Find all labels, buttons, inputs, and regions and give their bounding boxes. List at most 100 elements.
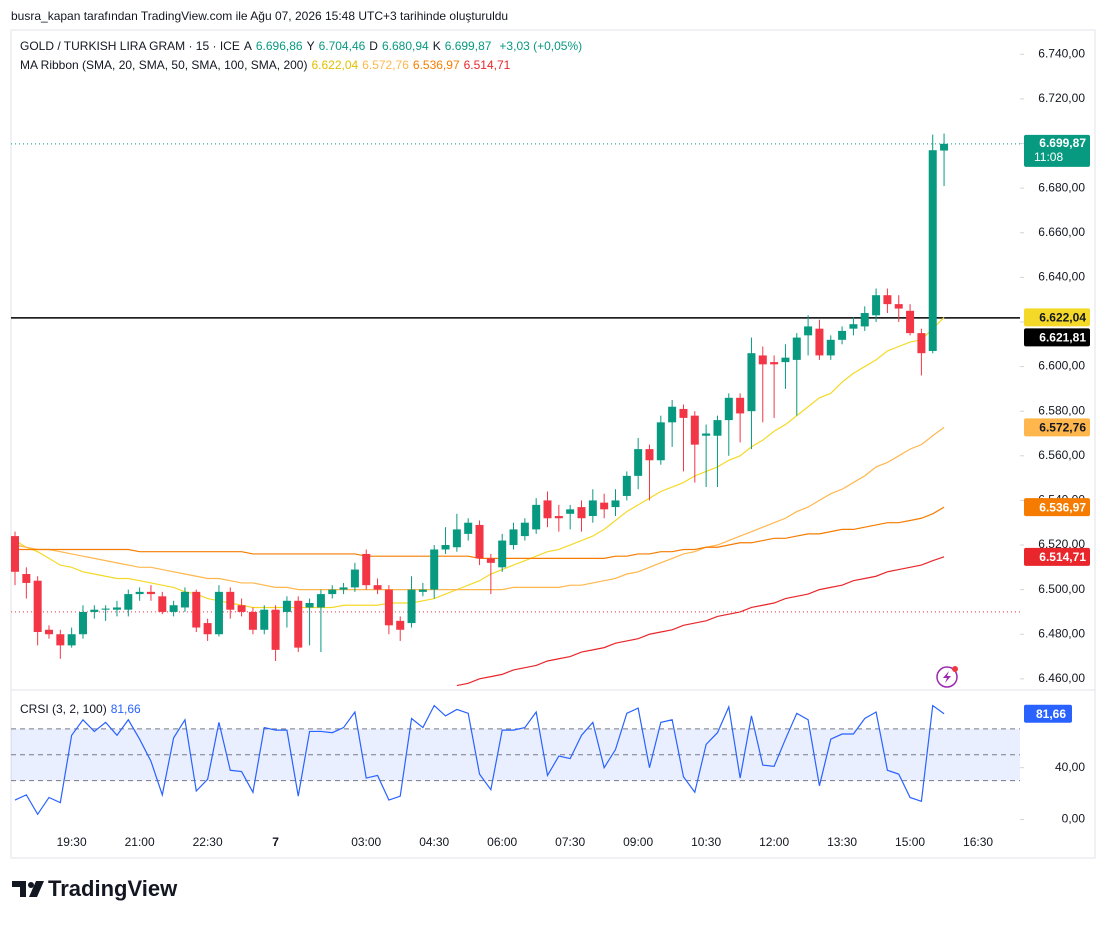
ohlc-key: D (369, 39, 378, 53)
candle-body (135, 591, 144, 595)
candle-body (758, 355, 767, 365)
candle-body (770, 362, 779, 365)
candle-body (226, 591, 235, 610)
candle-body (690, 415, 699, 445)
candle-body (656, 422, 665, 461)
ma-value: 6.622,04 (311, 58, 359, 72)
ma-value: 6.572,76 (362, 58, 409, 72)
price-label: 6.572,76 (1039, 421, 1086, 435)
x-tick-label: 15:00 (895, 835, 925, 849)
candle-body (56, 634, 65, 646)
price-label-box (1024, 418, 1090, 437)
candle-body (702, 433, 711, 436)
ohlc-value: 6.699,87 (444, 39, 492, 53)
candle-body (44, 629, 53, 635)
y-tick-label: 40,00 (1055, 760, 1085, 774)
candle-body (826, 339, 835, 356)
candle-body (90, 609, 99, 612)
price-label: 6.536,97 (1039, 500, 1086, 514)
candle-body (305, 603, 314, 608)
x-tick-label: 22:30 (193, 835, 223, 849)
candle-body (634, 449, 643, 476)
ma-line (14, 316, 945, 609)
logo (12, 881, 44, 897)
candle-body (158, 596, 167, 612)
y-tick-label: 6.600,00 (1038, 359, 1085, 373)
ohlc-key: A (243, 39, 252, 53)
candle-body (543, 500, 552, 519)
candle-body (724, 397, 733, 421)
ohlc-item: A 6.696,86 (244, 39, 303, 53)
candle-body (486, 558, 495, 563)
candle-body (260, 609, 269, 630)
osc-value: 81,66 (110, 702, 141, 716)
candle-body (271, 609, 280, 650)
candle-body (441, 545, 450, 550)
candle-body (112, 607, 121, 610)
candle-body (384, 589, 393, 626)
ohlc: A 6.696,86 Y 6.704,46 D 6.680,94 K 6.699,87 (244, 39, 496, 53)
candle-body (350, 569, 359, 588)
candle-body (872, 295, 881, 316)
candle-body (554, 516, 563, 519)
ma-name: MA Ribbon (SMA, 20, SMA, 50, SMA, 100, S… (20, 58, 308, 72)
osc-pane (11, 704, 1020, 816)
icon (936, 666, 958, 688)
legend-osc: CRSI (3, 2, 100) 81,66 (20, 702, 145, 716)
candle-body (452, 529, 461, 548)
y-tick-label: 6.560,00 (1038, 448, 1085, 462)
x-tick-label: 09:00 (623, 835, 653, 849)
ohlc-key: Y (306, 39, 315, 53)
change: +3,03 (+0,05%) (499, 39, 583, 53)
ohlc-item: D 6.680,94 (369, 39, 428, 53)
candle-body (22, 574, 31, 583)
ohlc-value: 6.704,46 (318, 39, 366, 53)
candle-body (248, 611, 257, 630)
candle-body (532, 504, 541, 530)
last-price-box (1024, 134, 1090, 167)
candle-body (509, 529, 518, 546)
y-tick-label: 6.680,00 (1038, 180, 1085, 194)
candle-body (815, 328, 824, 356)
ohlc-value: 6.680,94 (381, 39, 429, 53)
candle-body (396, 620, 405, 630)
candle-body (362, 553, 371, 586)
candle-body (928, 150, 937, 351)
candle-body (237, 605, 246, 612)
osc-name: CRSI (3, 2, 100) (20, 702, 107, 716)
y-tick-label: 6.580,00 (1038, 403, 1085, 417)
x-tick-label: 7 (272, 835, 279, 849)
candle-body (11, 536, 19, 572)
candle-body (339, 587, 348, 590)
price-label-box (1024, 547, 1090, 566)
ohlc-item: K 6.699,87 (433, 39, 492, 53)
candle-body (203, 623, 212, 635)
x-tick-label: 21:00 (125, 835, 155, 849)
y-tick-label: 6.660,00 (1038, 225, 1085, 239)
candle-body (600, 502, 609, 510)
candle-body (316, 594, 325, 608)
candle-body (781, 357, 790, 363)
candle-body (736, 397, 745, 414)
candle-body (520, 522, 529, 537)
ma-value: 6.514,71 (463, 58, 511, 72)
osc-label-box (1024, 704, 1072, 723)
candle-body (917, 333, 926, 354)
candle-body (169, 605, 178, 612)
y-tick-label: 0,00 (1062, 812, 1086, 826)
y-tick-label: 6.500,00 (1038, 582, 1085, 596)
y-tick-label: 6.480,00 (1038, 626, 1085, 640)
candle-body (498, 540, 507, 568)
legend-main: GOLD / TURKISH LIRA GRAM · 15 · ICE A 6.69… (20, 39, 586, 53)
x-tick-label: 13:30 (827, 835, 857, 849)
main-pane (11, 133, 1020, 687)
candle-body (668, 406, 677, 423)
x-tick-label: 12:00 (759, 835, 789, 849)
candle-body (611, 500, 620, 508)
ma-value: 6.536,97 (412, 58, 460, 72)
last-price: 6.699,87 (1039, 136, 1086, 150)
osc-line (14, 704, 945, 816)
osc-label: 81,66 (1036, 707, 1066, 721)
